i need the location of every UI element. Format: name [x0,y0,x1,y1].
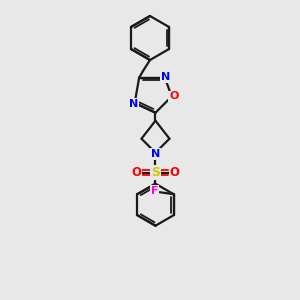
Text: N: N [161,72,170,82]
Text: O: O [169,92,178,101]
Text: N: N [129,99,138,109]
Text: O: O [169,166,179,179]
Text: N: N [151,149,160,159]
Text: F: F [151,186,158,196]
Text: O: O [131,166,142,179]
Text: S: S [151,166,160,179]
